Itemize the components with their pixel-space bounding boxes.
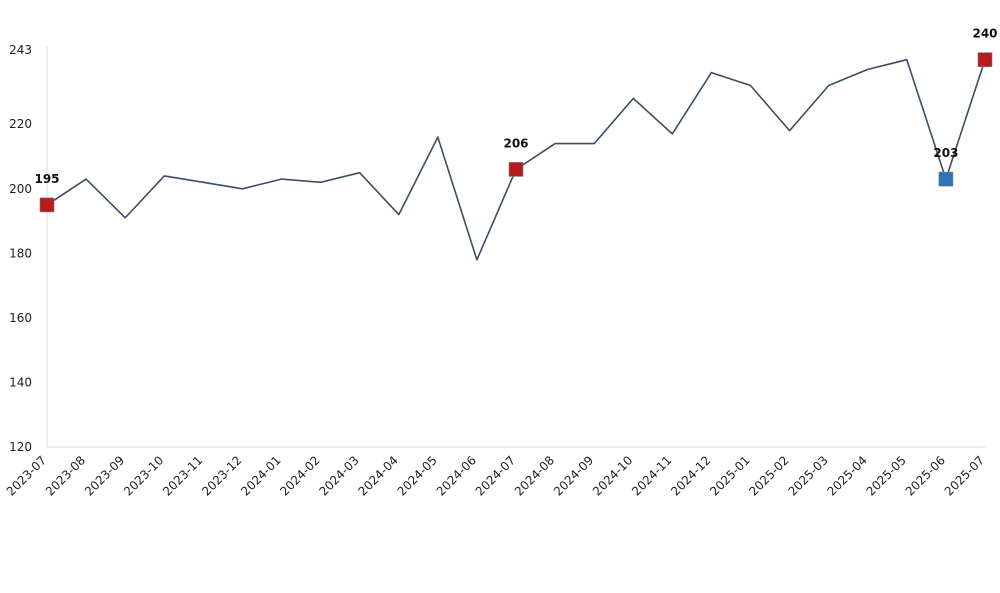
highlight-markers: 195 206 203 240: [34, 27, 998, 213]
x-tick-label: 2023-11: [160, 453, 205, 498]
x-tick-labels: 2023-072023-082023-092023-102023-112023-…: [4, 453, 987, 498]
x-tick-label: 2023-07: [4, 453, 49, 498]
data-label: 195: [34, 172, 59, 186]
x-tick-label: 2024-09: [551, 453, 596, 498]
data-point-marker: [977, 52, 993, 67]
x-tick-label: 2023-10: [121, 453, 166, 498]
x-tick-label: 2024-12: [668, 453, 713, 498]
x-tick-label: 2025-03: [785, 453, 830, 498]
x-tick-label: 2025-05: [864, 453, 909, 498]
data-point-marker: [39, 197, 55, 213]
x-tick-label: 2025-04: [825, 453, 870, 498]
data-point-marker: [508, 162, 524, 177]
series-line-group: [46, 58, 986, 261]
x-tick-label: 2024-11: [629, 453, 674, 498]
x-tick-label: 2024-06: [434, 453, 479, 498]
x-tick-label: 2025-02: [746, 453, 791, 498]
data-label: 206: [503, 136, 528, 150]
y-tick-label: 243: [9, 43, 32, 57]
x-tick-label: 2024-07: [473, 453, 518, 498]
data-point-marker: [938, 171, 954, 187]
y-tick-label: 160: [9, 311, 32, 325]
x-tick-label: 2024-02: [277, 453, 322, 498]
x-tick-label: 2025-07: [942, 453, 987, 498]
y-tick-label: 120: [9, 440, 32, 454]
y-tick-label: 220: [9, 117, 32, 131]
x-tick-label: 2024-04: [356, 453, 401, 498]
y-tick-label: 200: [9, 182, 32, 196]
x-tick-label: 2024-05: [395, 453, 440, 498]
x-tick-label: 2025-01: [707, 453, 752, 498]
x-tick-label: 2023-08: [43, 453, 88, 498]
x-tick-label: 2023-09: [82, 453, 127, 498]
y-tick-labels: 120 140 160 180 200 220 243: [9, 43, 32, 454]
x-tick-label: 2024-08: [512, 453, 557, 498]
x-tick-label: 2025-06: [903, 453, 948, 498]
y-tick-label: 180: [9, 246, 32, 260]
data-label: 203: [933, 146, 958, 160]
y-tick-label: 140: [9, 375, 32, 389]
x-tick-label: 2024-10: [590, 453, 635, 498]
series-line: [46, 58, 986, 261]
axes: [46, 46, 985, 448]
x-tick-label: 2024-03: [316, 453, 361, 498]
x-tick-label: 2023-12: [199, 453, 244, 498]
data-label: 240: [972, 27, 997, 41]
x-tick-label: 2024-01: [238, 453, 283, 498]
